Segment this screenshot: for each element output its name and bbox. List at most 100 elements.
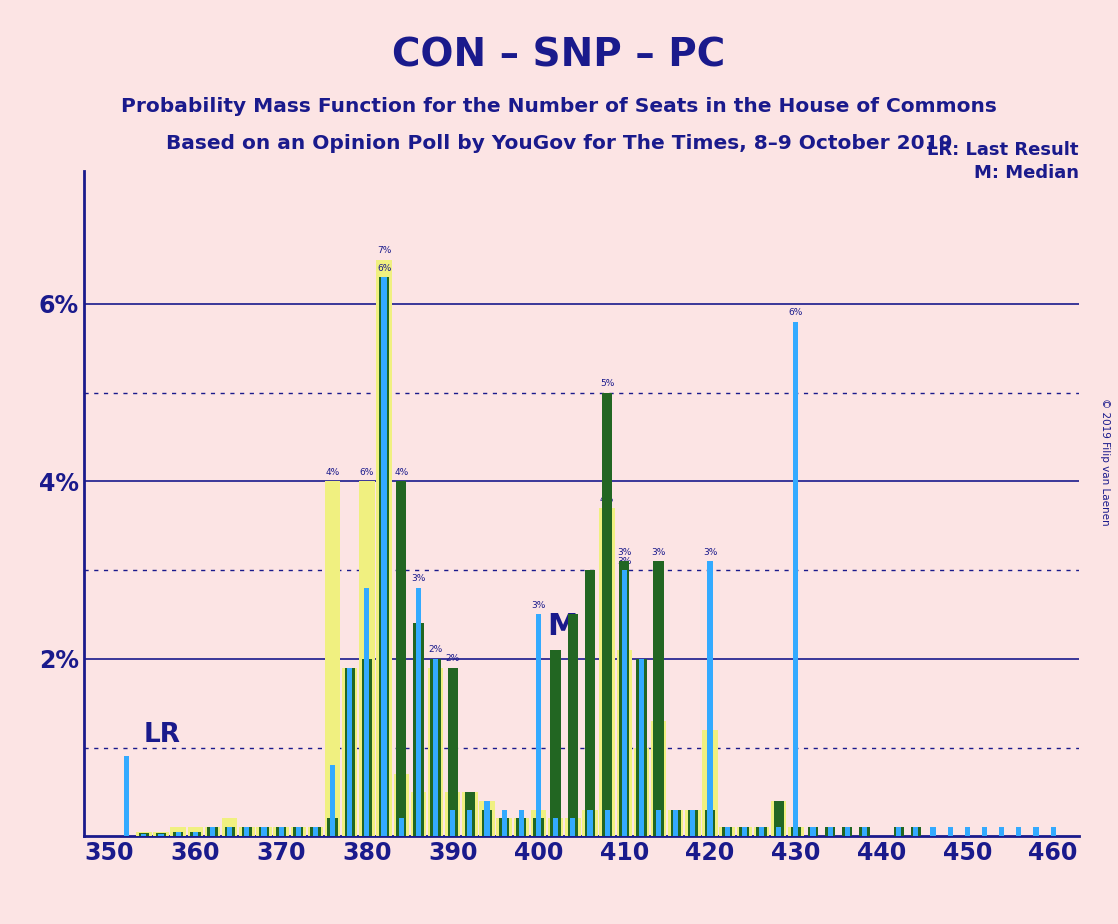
Bar [256,827,272,836]
Bar [565,819,580,836]
Bar [377,260,391,836]
Bar [570,819,576,836]
Bar [416,588,421,836]
Bar [428,668,443,836]
Text: 5%: 5% [600,379,614,388]
Bar [536,614,541,836]
Bar [724,827,730,836]
Bar [808,827,818,836]
Bar [451,809,455,836]
Text: Probability Mass Function for the Number of Seats in the House of Commons: Probability Mass Function for the Number… [121,97,997,116]
Text: 3%: 3% [703,548,718,557]
Bar [708,561,712,836]
Text: 3%: 3% [617,548,632,557]
Bar [399,819,404,836]
Bar [359,481,375,836]
Bar [1033,827,1039,836]
Bar [702,730,718,836]
Bar [293,827,303,836]
Bar [241,827,252,836]
Bar [480,801,495,836]
Bar [585,570,595,836]
Bar [274,827,288,836]
Bar [913,827,919,836]
Bar [278,827,284,836]
Bar [759,827,764,836]
Bar [296,827,301,836]
Bar [587,809,593,836]
Bar [141,833,146,836]
Bar [982,827,987,836]
Text: 4%: 4% [600,494,614,504]
Bar [313,827,318,836]
Bar [685,809,701,836]
Text: 3%: 3% [531,601,546,610]
Bar [364,588,369,836]
Bar [619,561,629,836]
Bar [582,809,598,836]
Bar [911,827,921,836]
Bar [517,819,527,836]
Text: 3%: 3% [411,575,426,583]
Bar [462,792,477,836]
Bar [330,765,335,836]
Bar [433,659,438,836]
Bar [170,827,186,836]
Bar [414,624,424,836]
Bar [328,819,338,836]
Bar [893,827,903,836]
Bar [445,792,461,836]
Bar [553,819,558,836]
Bar [244,827,249,836]
Bar [430,659,440,836]
Bar [634,748,650,836]
Bar [825,827,835,836]
Text: 2%: 2% [428,645,443,654]
Bar [704,809,716,836]
Bar [776,827,781,836]
Bar [531,809,547,836]
Bar [656,809,661,836]
Bar [190,832,200,836]
Bar [568,614,578,836]
Bar [502,809,506,836]
Bar [227,827,233,836]
Text: LR: LR [144,722,181,748]
Bar [155,833,167,836]
Bar [737,827,752,836]
Text: 7%: 7% [377,246,391,255]
Bar [533,819,543,836]
Bar [188,827,203,836]
Bar [362,659,372,836]
Bar [897,827,901,836]
Text: 6%: 6% [360,468,375,477]
Bar [605,809,609,836]
Bar [192,832,198,836]
Bar [794,322,798,836]
Bar [811,827,815,836]
Bar [1051,827,1055,836]
Bar [311,827,321,836]
Bar [673,809,679,836]
Text: 4%: 4% [395,468,408,477]
Bar [139,833,149,836]
Text: 3%: 3% [652,548,665,557]
Bar [467,809,473,836]
Bar [153,832,169,836]
Bar [622,570,627,836]
Bar [845,827,850,836]
Bar [307,827,323,836]
Bar [722,827,732,836]
Bar [410,792,426,836]
Text: CON – SNP – PC: CON – SNP – PC [392,37,726,75]
Bar [447,668,458,836]
Bar [348,668,352,836]
Text: 4%: 4% [325,468,340,477]
Bar [757,827,767,836]
Bar [616,650,632,836]
Bar [601,393,613,836]
Bar [276,827,286,836]
Bar [638,659,644,836]
Bar [862,827,866,836]
Bar [1016,827,1022,836]
